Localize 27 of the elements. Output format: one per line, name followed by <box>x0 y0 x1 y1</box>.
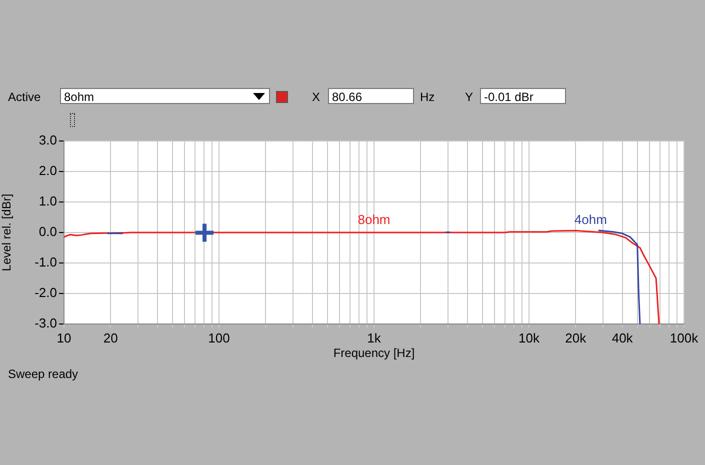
y-tick-label: 3.0 <box>38 132 57 148</box>
series-label: 8ohm <box>358 212 390 228</box>
series-label: 4ohm <box>574 212 607 228</box>
text: 80.66 <box>328 88 414 104</box>
y-tick-label: -2.0 <box>34 285 57 300</box>
text: -0.01 dBr <box>480 88 566 104</box>
x-tick-label: 100 <box>208 330 230 346</box>
y-tick-label: -1.0 <box>34 254 57 270</box>
text: X <box>312 90 320 104</box>
text: 8ohm <box>60 88 270 104</box>
y-tick-label: -3.0 <box>34 316 57 331</box>
y-axis-title: Level rel. [dBr] <box>0 194 14 272</box>
y-tick-label: 0.0 <box>38 224 57 240</box>
x-tick-label: 10k <box>518 330 540 346</box>
text: Sweep ready <box>8 367 78 381</box>
text: Hz <box>420 90 435 104</box>
y-tick-label: 1.0 <box>38 194 57 209</box>
text: Y <box>465 90 474 104</box>
x-tick-label: 10 <box>56 330 72 346</box>
text: Active <box>8 90 41 104</box>
y-tick-label: 2.0 <box>38 163 57 178</box>
x-tick-label: 40k <box>612 330 634 346</box>
x-tick-label: 20k <box>565 330 587 346</box>
x-tick-label: 20 <box>103 330 118 346</box>
x-tick-label: 1k <box>367 330 382 346</box>
x-tick-label: 100k <box>670 330 699 346</box>
x-axis-title: Frequency [Hz] <box>333 346 415 360</box>
